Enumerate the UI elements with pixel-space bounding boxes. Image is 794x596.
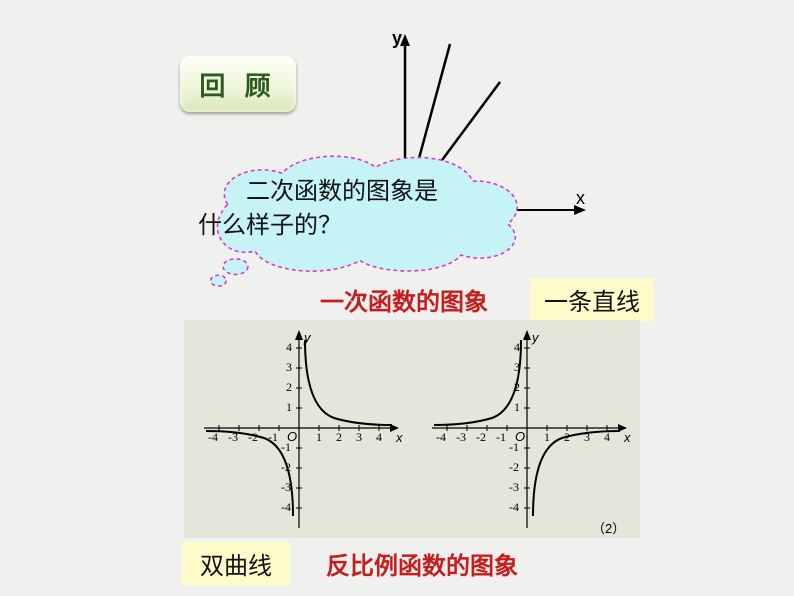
- svg-text:4: 4: [376, 430, 382, 444]
- review-title-box: 回 顾: [180, 56, 296, 112]
- cloud-line1: 二次函数的图象是: [198, 175, 528, 209]
- svg-text:1: 1: [286, 400, 292, 414]
- svg-text:-1: -1: [509, 440, 519, 454]
- svg-text:4: 4: [514, 340, 520, 354]
- cloud-line2: 什么样子的？: [198, 209, 528, 243]
- svg-text:2: 2: [336, 430, 342, 444]
- inverse-function-label: 反比例函数的图象: [326, 546, 518, 581]
- svg-text:x: x: [395, 430, 403, 445]
- linear-answer-box: 一条直线: [530, 278, 654, 321]
- svg-text:4: 4: [286, 340, 292, 354]
- svg-text:-4: -4: [436, 430, 446, 444]
- hyperbola-right: y x O 1234 -1-2-3-4 1234 -1-2-3-4 （2）: [432, 330, 631, 536]
- svg-text:-1: -1: [281, 440, 291, 454]
- linear-function-label: 一次函数的图象: [320, 282, 488, 317]
- svg-text:-1: -1: [496, 430, 506, 444]
- svg-text:y: y: [531, 330, 540, 345]
- svg-text:-4: -4: [509, 500, 519, 514]
- cloud-question: 二次函数的图象是 什么样子的？: [198, 175, 528, 242]
- svg-text:-1: -1: [268, 430, 278, 444]
- svg-text:（2）: （2）: [592, 521, 625, 536]
- svg-text:-2: -2: [509, 460, 519, 474]
- linear-answer: 一条直线: [544, 289, 640, 316]
- review-title: 回 顾: [199, 66, 276, 103]
- hyperbola-answer: 双曲线: [200, 553, 272, 580]
- svg-text:-3: -3: [509, 480, 519, 494]
- svg-text:3: 3: [356, 430, 362, 444]
- svg-text:1: 1: [544, 430, 550, 444]
- y-axis-label: y: [392, 30, 402, 48]
- svg-text:3: 3: [286, 360, 292, 374]
- svg-text:-3: -3: [281, 480, 291, 494]
- svg-text:-4: -4: [281, 500, 291, 514]
- svg-text:1: 1: [514, 400, 520, 414]
- svg-text:2: 2: [286, 380, 292, 394]
- inverse-function-graphs: y x O 1234 -1-2-3-4 1234 -1-2-3-4: [184, 320, 640, 538]
- svg-text:-3: -3: [456, 430, 466, 444]
- hyperbola-answer-box: 双曲线: [182, 542, 290, 585]
- svg-text:x: x: [623, 430, 631, 445]
- svg-text:-2: -2: [476, 430, 486, 444]
- svg-text:1: 1: [316, 430, 322, 444]
- hyperbola-left: y x O 1234 -1-2-3-4 1234 -1-2-3-4: [204, 330, 403, 528]
